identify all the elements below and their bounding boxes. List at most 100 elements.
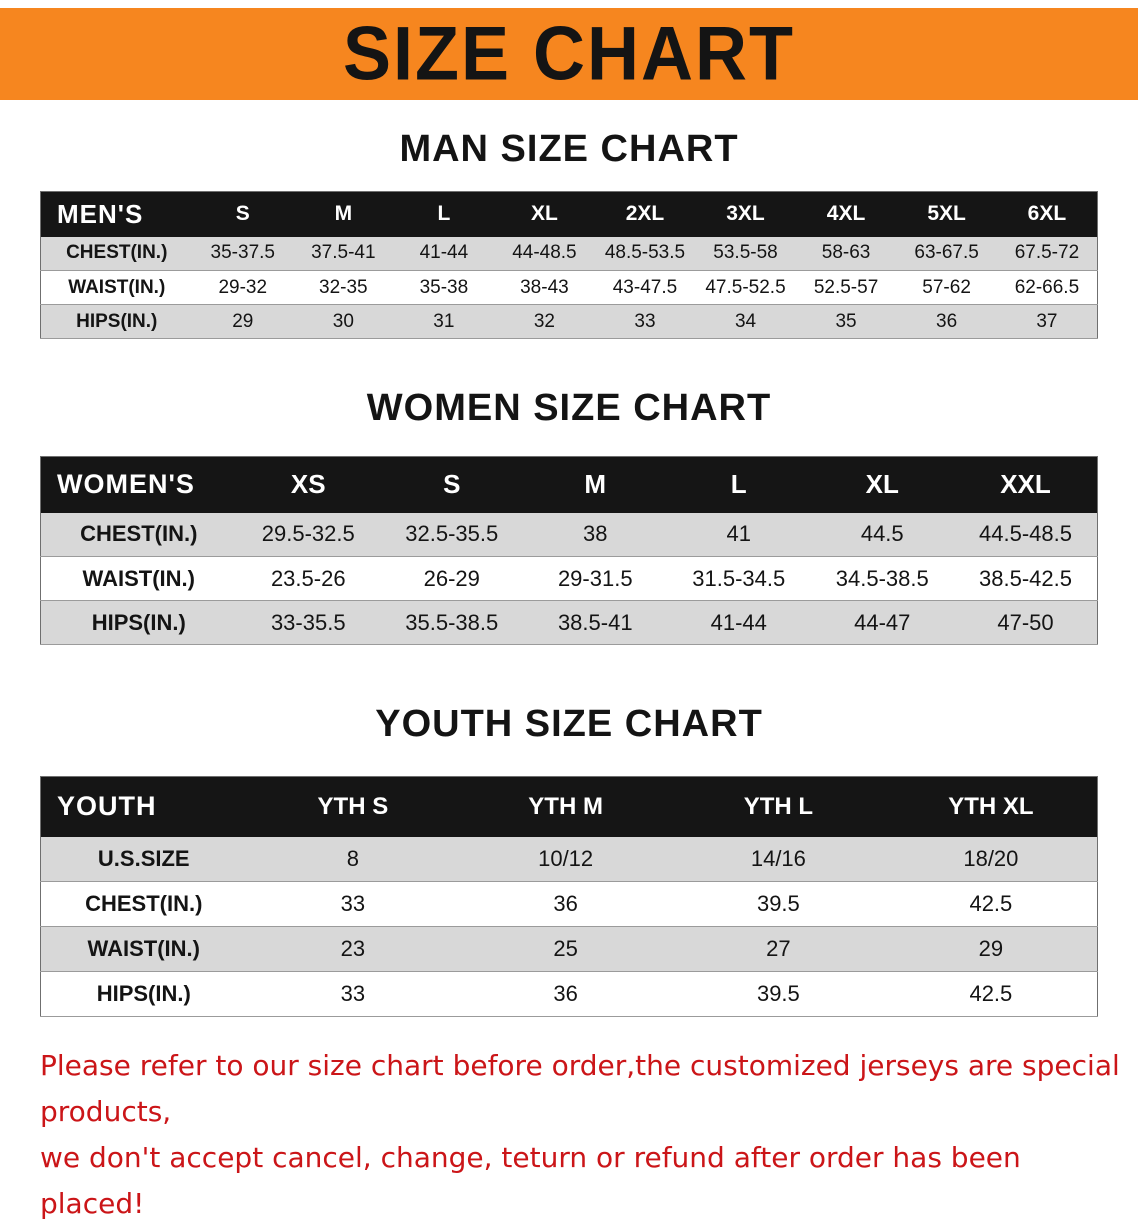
value-cell: 41-44 [710, 609, 767, 635]
value-cell: 31 [433, 310, 455, 332]
size-header-cell: M [293, 191, 394, 237]
value-cell: 33 [634, 310, 656, 332]
value-cell: 42.5 [969, 891, 1013, 916]
value-cell: 37 [1036, 310, 1058, 332]
size-header-cell: S [192, 191, 294, 237]
value-cell: 29 [978, 936, 1004, 961]
size-header-cell: XL [494, 191, 595, 237]
table-title-cell: WOMEN'S [40, 456, 237, 513]
size-header-cell: M [523, 456, 667, 513]
value-cell: 47-50 [997, 609, 1054, 635]
value-cell: 29-32 [218, 276, 268, 298]
value-cell: 32-35 [319, 276, 368, 298]
value-cell: 18/20 [963, 845, 1019, 871]
size-header-cell: 3XL [695, 191, 796, 237]
women-size-table: WOMEN'S XS S M L XL XXL CHEST(IN.) 29.5-32.5 32.5… [40, 456, 1098, 645]
value-cell: 33 [340, 891, 366, 916]
table-row: CHEST(IN.) 29.5-32.5 32.5-35.5 38 41 44.5 44.5… [40, 512, 1098, 557]
women-size-chart-heading: WOMEN SIZE CHART [366, 387, 772, 429]
value-cell: 47.5-52.5 [705, 276, 786, 298]
value-cell: 34.5-38.5 [835, 565, 929, 591]
value-cell: 52.5-57 [813, 276, 879, 298]
row-label-cell: U.S.SIZE [97, 845, 190, 871]
size-header-cell: 5XL [896, 191, 997, 237]
value-cell: 31.5-34.5 [692, 565, 786, 591]
value-cell: 23 [340, 936, 366, 961]
table-header-row: WOMEN'S XS S M L XL XXL [40, 456, 1098, 513]
row-label-cell: HIPS(IN.) [96, 981, 191, 1006]
value-cell: 39.5 [756, 891, 800, 916]
table-title-cell: YOUTH [40, 776, 247, 837]
table-row: CHEST(IN.) 33 36 39.5 42.5 [40, 881, 1098, 927]
size-header-cell: L [393, 191, 495, 237]
table-row: HIPS(IN.) 33-35.5 35.5-38.5 38.5-41 41-44 44-… [40, 600, 1098, 645]
size-chart-banner: SIZE CHART [0, 8, 1138, 100]
size-header-cell: XXL [954, 456, 1098, 513]
size-header-cell: XL [810, 456, 954, 513]
size-header-cell: XS [236, 456, 380, 513]
value-cell: 36 [553, 981, 578, 1006]
value-cell: 34 [734, 310, 757, 332]
value-cell: 62-66.5 [1014, 276, 1080, 298]
disclaimer-line-2: we don't accept cancel, change, teturn o… [40, 1141, 1021, 1220]
value-cell: 44.5 [860, 521, 904, 547]
value-cell: 25 [553, 936, 578, 961]
row-label-cell: HIPS(IN.) [91, 609, 186, 635]
size-header-cell: YTH XL [884, 776, 1098, 837]
row-label-cell: CHEST(IN.) [85, 891, 203, 916]
banner-title: SIZE CHART [343, 11, 795, 97]
youth-size-table: YOUTH YTH S YTH M YTH L YTH XL U.S.SIZE 8 10/12… [40, 776, 1098, 1017]
value-cell: 41-44 [419, 242, 469, 264]
value-cell: 44-47 [854, 609, 911, 635]
value-cell: 38.5-41 [557, 609, 633, 635]
value-cell: 32 [533, 310, 555, 332]
size-header-cell: S [380, 456, 524, 513]
value-cell: 35-38 [419, 276, 469, 298]
value-cell: 48.5-53.5 [604, 242, 686, 264]
row-label-cell: WAIST(IN.) [87, 936, 200, 961]
value-cell: 30 [332, 310, 354, 332]
table-row: WAIST(IN.) 29-32 32-35 35-38 38-43 43-47.5 47.… [40, 270, 1098, 305]
row-label-cell: WAIST(IN.) [82, 565, 195, 591]
size-header-cell: 2XL [594, 191, 696, 237]
women-size-chart-section: WOMEN SIZE CHART WOMEN'S XS S M L XL XXL CHEST(… [0, 387, 1138, 645]
value-cell: 29-31.5 [557, 565, 633, 591]
men-size-table: MEN'S S M L XL 2XL 3XL 4XL 5XL 6XL CHEST(IN.) 35-37… [40, 191, 1098, 339]
youth-size-chart-heading: YOUTH SIZE CHART [375, 703, 763, 745]
value-cell: 36 [553, 891, 578, 916]
row-label-cell: CHEST(IN.) [66, 242, 168, 264]
value-cell: 38 [583, 521, 608, 547]
value-cell: 27 [766, 936, 791, 961]
value-cell: 38.5-42.5 [979, 565, 1072, 591]
value-cell: 36 [936, 310, 958, 332]
man-size-chart-section: MAN SIZE CHART MEN'S S M L XL 2XL 3XL 4XL 5XL 6XL… [0, 128, 1138, 339]
value-cell: 35 [835, 310, 857, 332]
value-cell: 14/16 [750, 845, 806, 871]
value-cell: 33 [340, 981, 366, 1006]
value-cell: 58-63 [821, 242, 871, 264]
table-header-row: MEN'S S M L XL 2XL 3XL 4XL 5XL 6XL [40, 191, 1098, 237]
table-row: HIPS(IN.) 33 36 39.5 42.5 [40, 971, 1098, 1017]
table-row: HIPS(IN.) 29 30 31 32 33 34 35 36 37 [40, 304, 1098, 339]
value-cell: 26-29 [423, 565, 480, 591]
man-size-chart-heading: MAN SIZE CHART [399, 128, 739, 170]
table-row: CHEST(IN.) 35-37.5 37.5-41 41-44 44-48.5 48.5… [40, 236, 1098, 271]
value-cell: 42.5 [969, 981, 1013, 1006]
value-cell: 23.5-26 [270, 565, 346, 591]
value-cell: 32.5-35.5 [405, 521, 499, 547]
value-cell: 29.5-32.5 [261, 521, 355, 547]
value-cell: 41 [726, 521, 751, 547]
value-cell: 44.5-48.5 [979, 521, 1072, 547]
size-header-cell: YTH L [672, 776, 885, 837]
row-label-cell: CHEST(IN.) [80, 521, 198, 547]
value-cell: 8 [346, 845, 359, 871]
size-header-cell: L [667, 456, 811, 513]
value-cell: 35-37.5 [210, 242, 275, 264]
size-header-cell: YTH M [459, 776, 672, 837]
table-row: WAIST(IN.) 23.5-26 26-29 29-31.5 31.5-34.5 34… [40, 556, 1098, 601]
disclaimer-line-1: Please refer to our size chart before or… [40, 1049, 1120, 1128]
size-header-cell: YTH S [246, 776, 460, 837]
value-cell: 43-47.5 [612, 276, 678, 298]
value-cell: 63-67.5 [914, 242, 979, 264]
value-cell: 37.5-41 [311, 242, 376, 264]
